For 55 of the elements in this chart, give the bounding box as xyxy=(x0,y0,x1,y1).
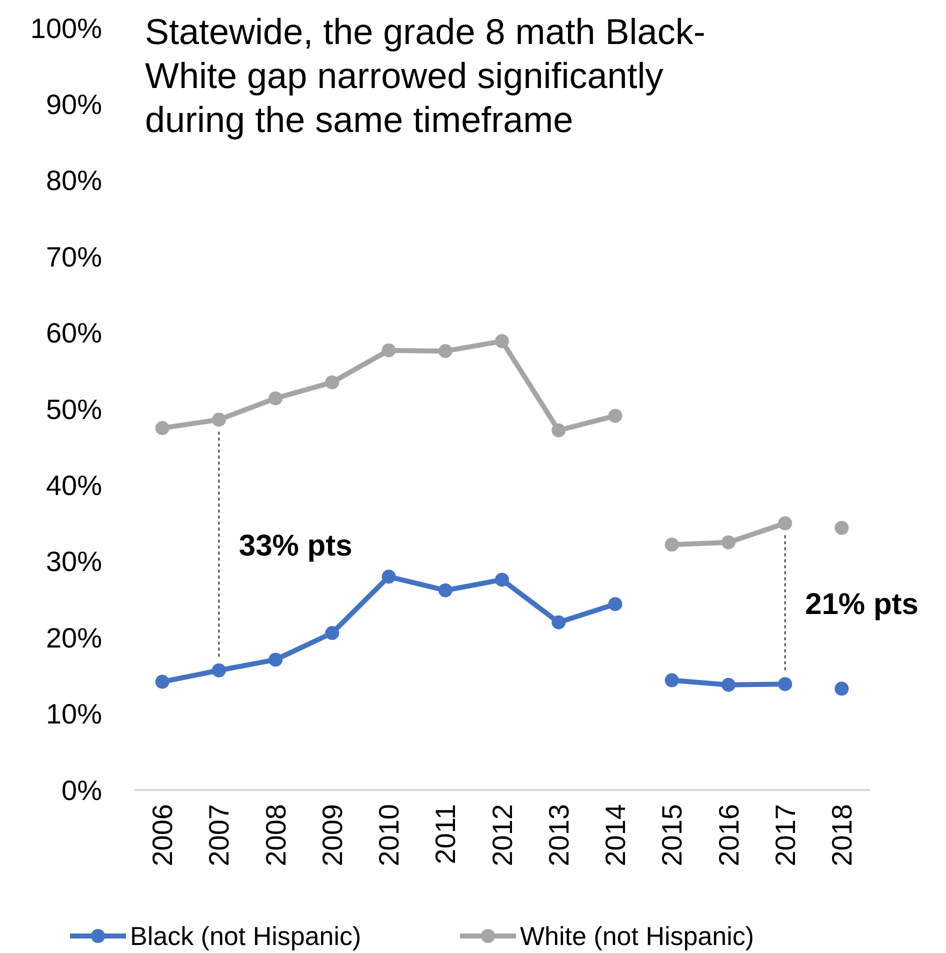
y-tick-label: 30% xyxy=(46,546,102,578)
point xyxy=(325,626,340,640)
point xyxy=(834,520,849,535)
point xyxy=(778,677,792,692)
x-tick-label: 2016 xyxy=(713,804,744,866)
x-tick-label: 2015 xyxy=(656,804,688,866)
point xyxy=(608,597,622,612)
x-tick-label: 2018 xyxy=(826,804,858,866)
point xyxy=(155,421,170,436)
point xyxy=(268,391,283,406)
y-tick-label: 80% xyxy=(46,165,102,196)
x-tick-label: 2008 xyxy=(260,804,292,866)
point xyxy=(438,344,452,358)
point xyxy=(834,682,849,696)
point xyxy=(495,334,509,348)
y-tick-label: 20% xyxy=(46,622,102,654)
point xyxy=(664,538,679,552)
x-tick-label: 2006 xyxy=(147,804,178,866)
legend-label: Black (not Hispanic) xyxy=(130,921,362,952)
point xyxy=(552,423,566,438)
point xyxy=(721,678,736,692)
x-tick-label: 2009 xyxy=(316,804,348,866)
point xyxy=(382,570,396,584)
x-tick-label: 2013 xyxy=(543,804,574,866)
x-tick-label: 2011 xyxy=(430,804,462,864)
annotation: 21% pts xyxy=(805,588,918,622)
point xyxy=(438,583,452,598)
x-tick-label: 2017 xyxy=(770,804,801,866)
y-tick-label: 70% xyxy=(46,241,102,272)
point xyxy=(212,663,226,678)
y-tick-label: 10% xyxy=(46,698,102,730)
x-tick-label: 2012 xyxy=(486,804,518,866)
point xyxy=(325,375,340,390)
legend-label: White (not Hispanic) xyxy=(520,921,754,952)
point xyxy=(778,516,792,530)
x-tick-label: 2014 xyxy=(600,804,632,866)
y-tick-label: 40% xyxy=(46,470,102,501)
point xyxy=(664,673,679,688)
y-tick-label: 0% xyxy=(62,774,102,806)
y-tick-label: 100% xyxy=(30,12,102,44)
point xyxy=(155,674,170,689)
point xyxy=(268,652,283,667)
annotation: 33% pts xyxy=(238,530,352,563)
y-tick-label: 90% xyxy=(46,89,102,120)
x-tick-label: 2010 xyxy=(374,804,405,866)
y-tick-label: 50% xyxy=(46,394,102,425)
y-tick-label: 60% xyxy=(46,318,102,349)
point xyxy=(721,535,736,550)
point xyxy=(382,343,396,358)
x-tick-label: 2007 xyxy=(204,804,235,866)
point xyxy=(608,408,622,423)
point xyxy=(552,615,566,630)
point xyxy=(495,572,509,587)
text: Statewide, the grade 8 math Black-White gap narrowed significantly during the same timeframe xyxy=(145,11,706,140)
point xyxy=(212,412,226,427)
